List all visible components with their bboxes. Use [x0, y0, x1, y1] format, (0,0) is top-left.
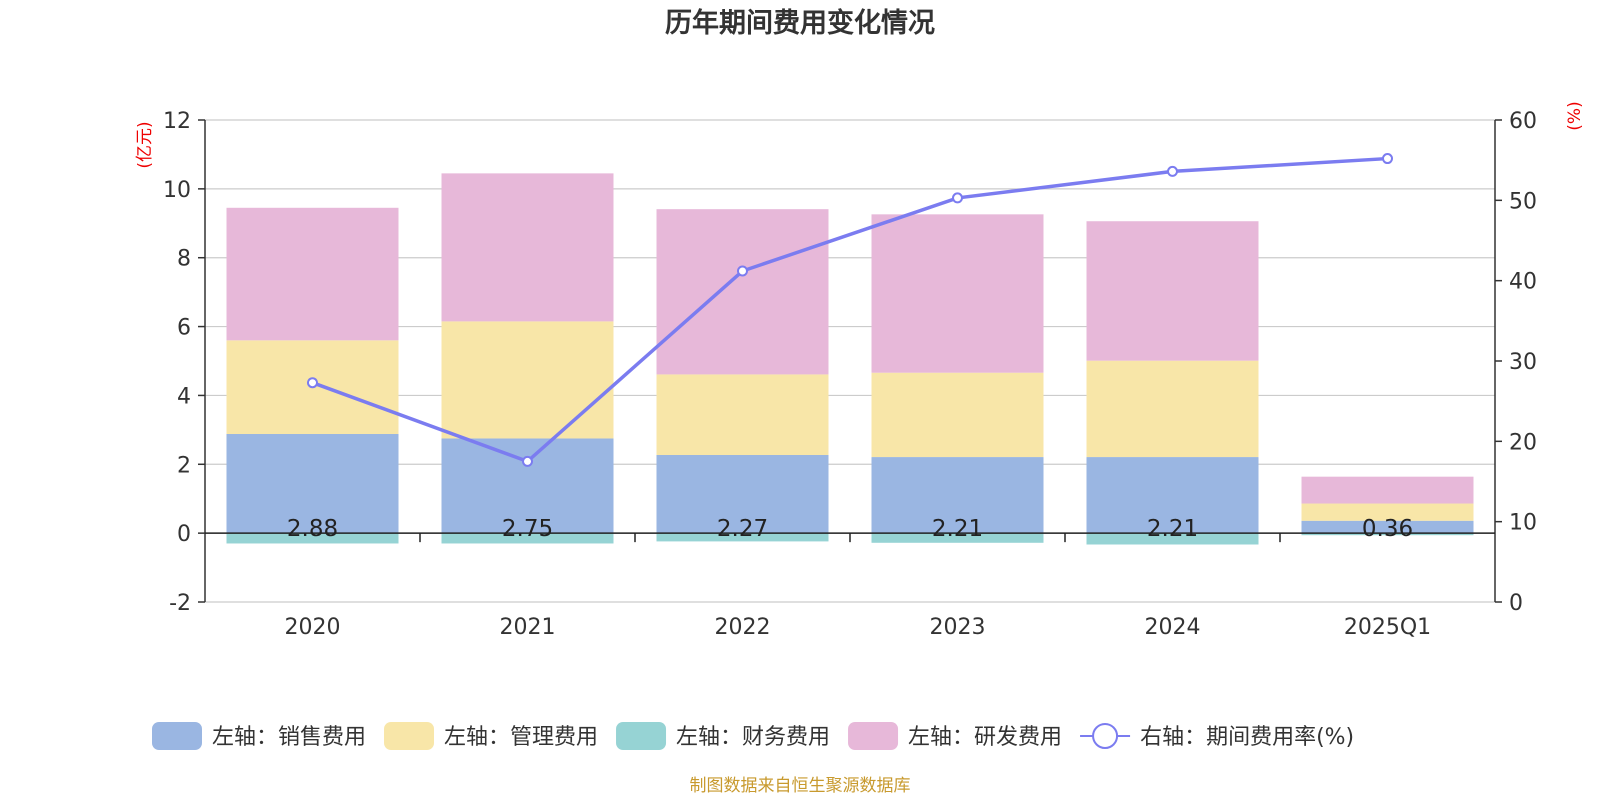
source-note: 制图数据来自恒生聚源数据库 [690, 776, 911, 796]
legend-item-rd[interactable]: 左轴：研发费用 [848, 722, 1062, 750]
left-tick-label: 0 [177, 522, 191, 547]
bar-admin [1301, 503, 1474, 521]
right-tick-label: 0 [1509, 591, 1523, 616]
category-label: 2020 [285, 615, 341, 640]
bar-finance [871, 533, 1044, 543]
sales-data-label: 2.21 [932, 516, 983, 542]
left-tick-label: -2 [169, 591, 191, 616]
right-tick-label: 20 [1509, 430, 1537, 455]
legend: 左轴：销售费用 左轴：管理费用 左轴：财务费用 左轴：研发费用 右轴：期间费用率(%) [152, 722, 1354, 750]
bar-sales [441, 438, 614, 534]
right-tick-label: 60 [1509, 109, 1537, 134]
legend-label: 左轴：管理费用 [444, 725, 598, 750]
left-tick-label: 8 [177, 247, 191, 272]
sales-data-label: 2.88 [287, 516, 338, 542]
rate-point [522, 455, 533, 467]
bar-sales [1086, 457, 1259, 534]
bar-finance [1086, 533, 1259, 545]
bar-admin [1086, 360, 1259, 458]
left-tick-label: 4 [177, 384, 191, 409]
left-tick-label: 10 [163, 178, 191, 203]
legend-label: 左轴：研发费用 [908, 725, 1062, 750]
legend-swatch [848, 722, 899, 750]
bar-rd [1301, 476, 1474, 504]
category-label: 2022 [715, 615, 771, 640]
category-label: 2023 [930, 615, 986, 640]
left-tick-label: 6 [177, 316, 191, 341]
legend-label: 左轴：销售费用 [212, 725, 366, 750]
right-tick-label: 40 [1509, 270, 1537, 295]
bar-series [226, 173, 1474, 545]
bar-finance [656, 533, 829, 542]
left-axis-unit: (亿元) [135, 121, 155, 168]
left-tick-label: 12 [163, 109, 191, 134]
legend-label: 右轴：期间费用率(%) [1140, 725, 1354, 750]
bar-admin [871, 372, 1044, 458]
category-label: 2025Q1 [1344, 615, 1431, 640]
legend-swatch [616, 722, 667, 750]
sales-data-label: 2.27 [717, 516, 768, 542]
sales-data-label: 2.75 [502, 516, 553, 542]
bar-data-labels: 2.88 2.75 2.27 2.21 2.21 0.36 [287, 516, 1413, 542]
bar-admin [441, 321, 614, 439]
bar-finance [226, 533, 399, 544]
bar-sales [226, 433, 399, 534]
legend-item-admin[interactable]: 左轴：管理费用 [384, 722, 598, 750]
right-tick-label: 10 [1509, 511, 1537, 536]
legend-item-rate[interactable]: 右轴：期间费用率(%) [1080, 723, 1354, 750]
rate-point [737, 265, 748, 277]
legend-item-sales[interactable]: 左轴：销售费用 [152, 722, 366, 750]
legend-swatch [384, 722, 435, 750]
axes: -2 0 2 4 6 8 10 12 0 10 20 30 40 50 60 2020 2021 2022 2023… [163, 109, 1537, 640]
right-axis-unit: (%) [1565, 101, 1585, 130]
rate-point [952, 192, 963, 204]
bar-sales [656, 454, 829, 534]
bar-rd [441, 173, 614, 322]
sales-data-label: 0.36 [1362, 516, 1413, 542]
rate-point [1382, 153, 1393, 165]
bar-admin [656, 374, 829, 455]
bar-rd [656, 209, 829, 375]
legend-swatch [152, 722, 202, 750]
right-tick-label: 30 [1509, 350, 1537, 375]
rate-point [307, 377, 318, 389]
legend-item-finance[interactable]: 左轴：财务费用 [616, 722, 830, 750]
bar-rd [871, 214, 1044, 373]
bar-finance [441, 533, 614, 544]
bar-rd [1086, 221, 1259, 361]
rate-line [311, 156, 1388, 464]
bar-rd [226, 207, 399, 341]
left-tick-label: 2 [177, 453, 191, 478]
rate-point [1167, 165, 1178, 177]
bar-sales [871, 457, 1044, 534]
chart-title: 历年期间费用变化情况 [665, 7, 935, 39]
category-label: 2021 [500, 615, 556, 640]
legend-label: 左轴：财务费用 [676, 725, 830, 750]
sales-data-label: 2.21 [1147, 516, 1198, 542]
bar-sales [1301, 520, 1474, 534]
rate-line-series [307, 153, 1393, 467]
right-tick-label: 50 [1509, 189, 1537, 214]
legend-swatch-marker [1092, 723, 1119, 749]
bar-finance [1301, 533, 1474, 536]
category-label: 2024 [1145, 615, 1201, 640]
